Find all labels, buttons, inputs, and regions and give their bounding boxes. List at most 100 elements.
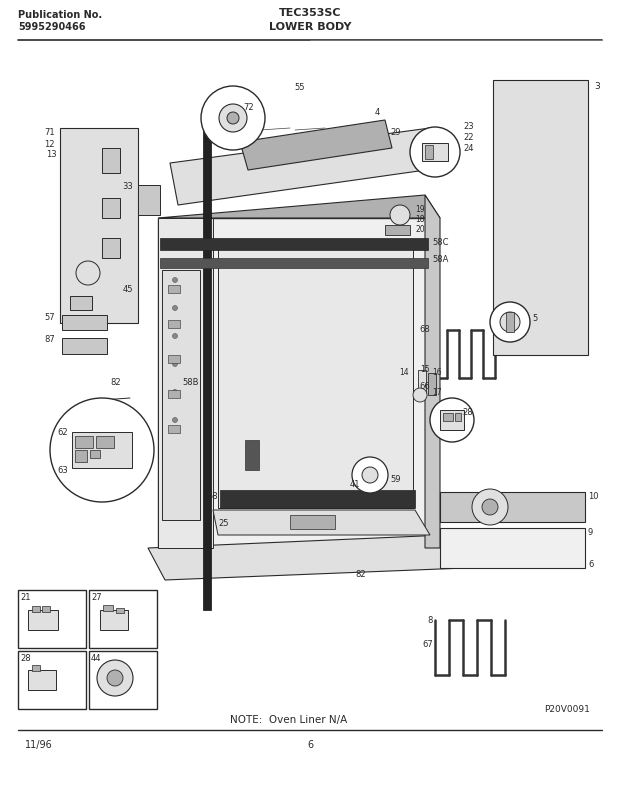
Bar [385,225,410,235]
Text: 41: 41 [350,480,360,489]
Text: 20: 20 [415,225,425,234]
Circle shape [219,104,247,132]
Text: 45: 45 [123,285,133,294]
Text: 62: 62 [58,428,68,437]
Circle shape [201,86,265,150]
Polygon shape [213,510,430,535]
Circle shape [490,302,530,342]
Text: 25: 25 [218,518,229,528]
Polygon shape [148,535,465,580]
Circle shape [410,127,460,177]
Circle shape [390,205,410,225]
Bar [220,490,415,508]
Text: 87: 87 [44,335,55,344]
Bar [103,605,113,611]
Polygon shape [170,128,440,205]
Text: 29: 29 [390,128,401,137]
Bar [70,296,92,310]
Text: 33: 33 [122,182,133,191]
Bar [32,606,40,612]
Bar [162,270,200,520]
Bar [75,436,93,448]
Bar [28,670,56,690]
Text: 3: 3 [594,82,600,91]
Text: 58B: 58B [182,378,198,387]
Circle shape [227,112,239,124]
Bar [89,590,157,648]
Bar [96,436,114,448]
Text: 4: 4 [375,108,380,117]
Text: 12: 12 [45,140,55,149]
Text: 19: 19 [415,205,425,214]
Bar [418,370,426,395]
Circle shape [413,388,427,402]
Text: Publication No.: Publication No. [18,10,102,20]
Circle shape [107,670,123,686]
Circle shape [172,334,177,339]
Text: 57: 57 [45,313,55,322]
Bar [422,143,448,161]
Bar [18,651,86,709]
Text: 58C: 58C [432,238,448,247]
Bar [138,185,160,215]
Bar [28,610,58,630]
Text: 67: 67 [422,640,433,649]
Text: 10: 10 [588,492,598,501]
Text: 59: 59 [390,475,401,483]
Bar [290,515,335,529]
Text: P20V0091: P20V0091 [544,705,590,714]
Text: 8: 8 [428,616,433,625]
Text: 22: 22 [463,133,474,142]
Text: 14: 14 [399,368,409,377]
Text: 71: 71 [45,128,55,137]
Bar [245,440,259,470]
Bar [42,606,50,612]
Text: 17: 17 [432,388,441,397]
Bar [168,355,180,363]
Bar [100,610,128,630]
Text: 5: 5 [532,314,538,323]
Bar [116,608,124,613]
Bar [443,413,453,421]
Text: 28: 28 [20,654,30,663]
Circle shape [430,398,474,442]
Text: 82: 82 [355,570,366,579]
Bar [102,238,120,258]
Bar [455,413,461,421]
Bar [18,590,86,648]
Text: 6: 6 [307,740,313,750]
Bar [90,450,100,458]
Bar [102,148,120,173]
Circle shape [172,305,177,311]
Text: 72: 72 [243,103,254,112]
Text: LOWER BODY: LOWER BODY [268,22,352,32]
Text: TEC353SC: TEC353SC [279,8,341,18]
Circle shape [472,489,508,525]
Text: 24: 24 [463,144,474,153]
Bar [428,373,436,395]
Bar [160,238,428,250]
Polygon shape [240,120,392,170]
Bar [493,80,588,355]
Bar [75,450,87,462]
Circle shape [172,418,177,422]
Circle shape [50,398,154,502]
Text: 21: 21 [20,593,30,602]
Bar [62,315,107,330]
Text: 23: 23 [463,122,474,131]
Text: 5995290466: 5995290466 [18,22,86,32]
Circle shape [76,261,100,285]
Bar [440,410,464,430]
Bar [158,218,428,548]
Text: 55: 55 [294,83,305,92]
Bar [440,492,585,522]
Circle shape [352,457,388,493]
Circle shape [362,467,378,483]
Bar [168,425,180,433]
Polygon shape [158,195,440,218]
Text: 44: 44 [91,654,102,663]
Text: 66: 66 [419,382,430,391]
Text: 58: 58 [207,492,218,501]
Circle shape [482,499,498,515]
Bar [168,285,180,293]
